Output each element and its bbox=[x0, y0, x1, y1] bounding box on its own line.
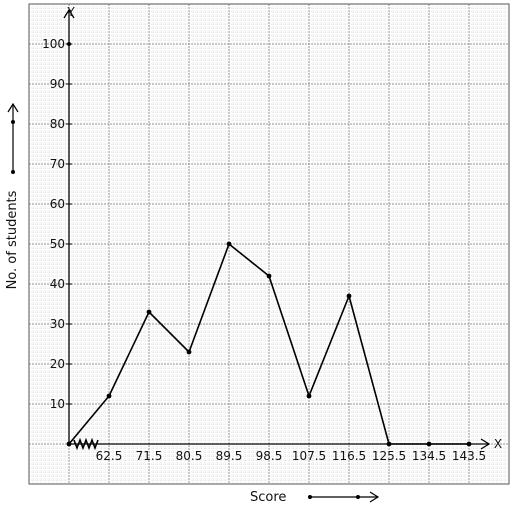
data-point bbox=[466, 441, 472, 447]
x-tick-label: 89.5 bbox=[216, 449, 243, 463]
y-tick-label: 70 bbox=[50, 157, 65, 171]
y-tick-label: 10 bbox=[50, 397, 65, 411]
data-point bbox=[146, 309, 152, 315]
x-axis-title: Score bbox=[250, 490, 286, 505]
axis-break-zigzag bbox=[73, 437, 99, 451]
y-tick-label: 80 bbox=[50, 117, 65, 131]
data-point bbox=[66, 441, 72, 447]
y-axis-arrowhead bbox=[63, 8, 75, 19]
y-tick-label: 50 bbox=[50, 237, 65, 251]
y-tick-label: 20 bbox=[50, 357, 65, 371]
data-point bbox=[346, 293, 352, 299]
x-tick-label: 98.5 bbox=[256, 449, 283, 463]
x-tick-label: 62.5 bbox=[96, 449, 123, 463]
x-tick-label: 71.5 bbox=[136, 449, 163, 463]
x-tick-label: 80.5 bbox=[176, 449, 203, 463]
y-axis-letter: Y bbox=[66, 5, 75, 19]
x-axis-arrowhead bbox=[480, 438, 491, 450]
data-series bbox=[66, 241, 472, 447]
x-tick-label: 116.5 bbox=[332, 449, 366, 463]
data-point bbox=[386, 441, 392, 447]
x-tick-label: 125.5 bbox=[372, 449, 406, 463]
y-axis-title: No. of students bbox=[5, 190, 20, 289]
grid-border bbox=[28, 3, 510, 485]
x-tick-label: 143.5 bbox=[452, 449, 486, 463]
x-tick-label: 107.5 bbox=[292, 449, 326, 463]
x-tick-label: 134.5 bbox=[412, 449, 446, 463]
data-point bbox=[426, 441, 432, 447]
data-point bbox=[106, 393, 112, 399]
y-tick-label: 90 bbox=[50, 77, 65, 91]
data-point bbox=[266, 273, 272, 279]
data-point bbox=[306, 393, 312, 399]
y-axis-direction-arrow bbox=[7, 102, 19, 174]
y-tick-label: 40 bbox=[50, 277, 65, 291]
y-tick-label: 100 bbox=[42, 37, 65, 51]
graph-paper-grid bbox=[28, 3, 510, 485]
tick-labels: 10 20 30 40 50 60 70 80 90 100 62.5 71.5 80.5 89.5 98.… bbox=[42, 37, 486, 463]
x-axis-letter: X bbox=[494, 437, 502, 451]
y-top-point bbox=[67, 42, 71, 46]
data-point bbox=[226, 241, 232, 247]
y-tick-label: 30 bbox=[50, 317, 65, 331]
x-axis-direction-arrow bbox=[308, 491, 380, 503]
y-tick-label: 60 bbox=[50, 197, 65, 211]
data-point bbox=[186, 349, 192, 355]
